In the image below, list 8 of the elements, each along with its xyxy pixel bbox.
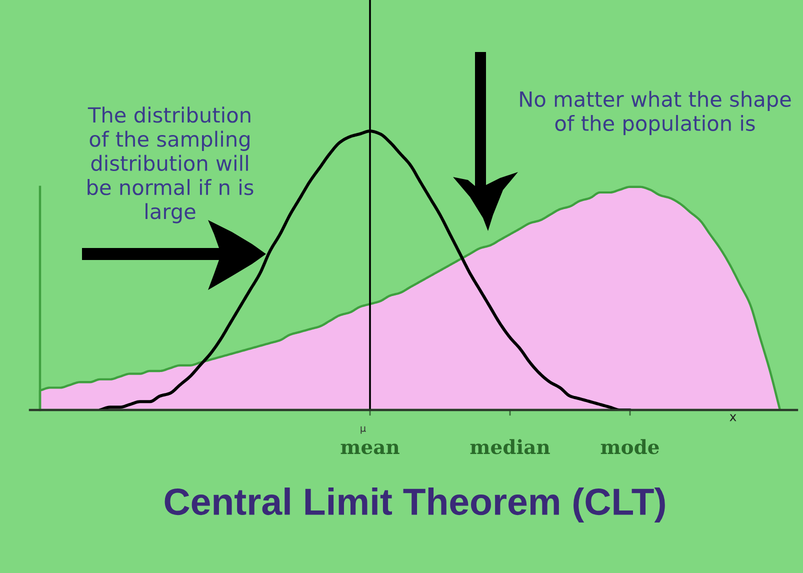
annotation: The distribution of the sampling distribution will be normal if n is large <box>88 106 254 224</box>
annotation: No matter what the shape of the population is <box>520 90 791 136</box>
x-tick-label: mode <box>600 439 659 454</box>
x-tick-label: median <box>470 439 550 454</box>
text: μ <box>360 426 366 434</box>
x-tick-label: mean <box>340 444 400 454</box>
x-axis-title: x <box>730 414 736 422</box>
text: Central Limit Theorem (CLT) <box>164 488 665 522</box>
